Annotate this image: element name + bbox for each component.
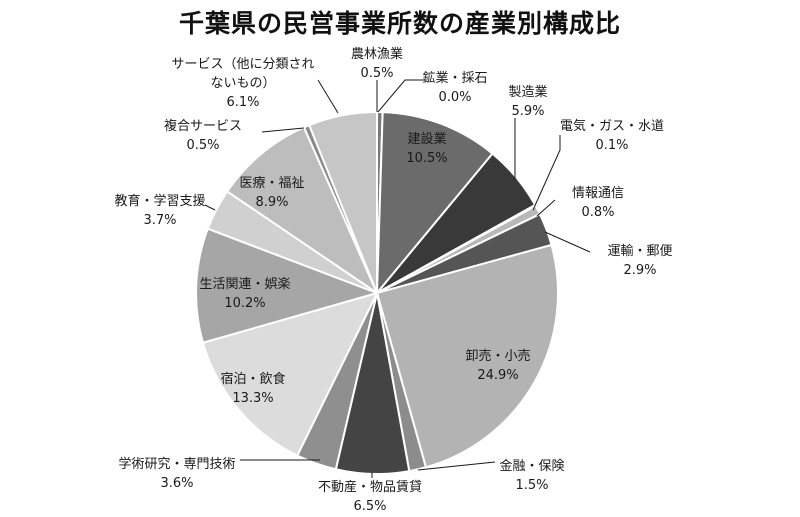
chart-title: 千葉県の民営事業所数の産業別構成比 xyxy=(178,9,621,38)
slice-value-label: 0.8% xyxy=(581,205,614,220)
slice-value-label: 0.1% xyxy=(595,138,628,153)
leader-line xyxy=(317,79,339,114)
leader-line xyxy=(532,135,561,211)
slice-value-label: 13.3% xyxy=(232,391,273,406)
slice-name-label: 教育・学習支援 xyxy=(114,193,205,209)
pie-slice xyxy=(307,110,378,294)
slice-value-label: 8.9% xyxy=(255,195,288,210)
leader-line xyxy=(204,204,216,211)
slice-value-label: 0.5% xyxy=(186,138,219,153)
slice-value-label: 2.9% xyxy=(623,263,656,278)
pie-slice xyxy=(225,126,380,296)
slice-value-label: 5.9% xyxy=(511,104,544,119)
slice-value-label: 10.2% xyxy=(224,296,265,311)
slice-name-label: 建設業 xyxy=(407,131,446,147)
slice-name-label: 宿泊・飲食 xyxy=(220,371,285,387)
pie-slice xyxy=(195,227,381,344)
slice-value-label: 6.1% xyxy=(226,95,259,110)
slice-value-label: 0.0% xyxy=(438,90,471,105)
slice-name-label: 情報通信 xyxy=(572,186,624,201)
slice-value-label: 3.6% xyxy=(160,476,193,491)
slice-name-label: 複合サービス xyxy=(164,118,242,134)
pie-slice xyxy=(201,291,379,457)
slice-name-label: 学術研究・専門技術 xyxy=(118,456,235,472)
slice-name-label: 生活関連・娯楽 xyxy=(199,276,290,292)
slice-name-label: 運輸・郵便 xyxy=(607,244,672,259)
leader-line xyxy=(261,127,305,133)
slice-name-label: 農林漁業 xyxy=(351,46,403,62)
slice-name-label: 製造業 xyxy=(508,84,547,100)
leader-line xyxy=(544,231,591,253)
leader-line xyxy=(377,79,425,113)
slice-value-label: 10.5% xyxy=(406,151,447,166)
slice-name-label: 卸売・小売 xyxy=(465,348,530,364)
slice-value-label: 0.5% xyxy=(360,66,393,81)
slice-value-label: 3.7% xyxy=(143,213,176,228)
pie-slice xyxy=(375,243,559,469)
slice-name-label: 医療・福祉 xyxy=(239,176,304,191)
slice-name-label: 鉱業・採石 xyxy=(422,70,487,86)
slice-name-label: 不動産・物品賃貸 xyxy=(318,479,422,495)
slice-name-label: 金融・保険 xyxy=(499,458,564,474)
slice-name-label: サービス（他に分類され xyxy=(171,57,314,72)
slice-value-label: 24.9% xyxy=(477,368,518,383)
slice-value-label: 6.5% xyxy=(353,499,386,514)
leader-line xyxy=(536,199,556,217)
slice-value-label: 1.5% xyxy=(515,478,548,493)
leader-line xyxy=(417,461,496,471)
pie-slice xyxy=(375,111,494,296)
slice-name-label: ないもの） xyxy=(210,76,275,91)
slice-name-label: 電気・ガス・水道 xyxy=(560,118,664,134)
